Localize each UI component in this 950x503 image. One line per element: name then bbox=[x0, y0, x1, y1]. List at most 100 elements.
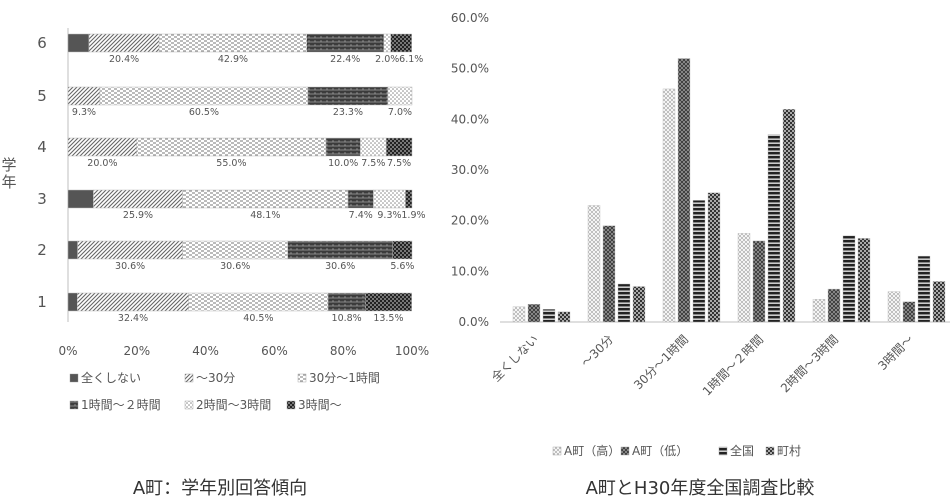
right-y-tick-label: 10.0% bbox=[451, 264, 489, 278]
right-legend-label: A町（低） bbox=[632, 444, 688, 458]
left-legend-label: 〜30分 bbox=[196, 371, 235, 385]
left-data-label: 48.1% bbox=[250, 210, 280, 221]
left-chart-title: A町：学年別回答傾向 bbox=[133, 478, 307, 499]
left-y-tick-label: 2 bbox=[37, 241, 47, 259]
left-data-label: 7.5% bbox=[361, 158, 385, 169]
left-bar-segment bbox=[77, 292, 189, 312]
right-chart-title: A町とH30年度全国調査比較 bbox=[586, 478, 815, 499]
left-data-label: 9.3% bbox=[377, 210, 401, 221]
right-y-tick-label: 30.0% bbox=[451, 163, 489, 177]
left-legend-swatch bbox=[69, 400, 79, 410]
right-x-tick-label: 3時間〜 bbox=[875, 332, 916, 373]
left-legend-swatch bbox=[69, 373, 79, 383]
left-data-label: 1.9% bbox=[401, 210, 425, 221]
left-data-label: 7.5% bbox=[387, 158, 411, 169]
right-y-tick-label: 60.0% bbox=[451, 11, 489, 25]
left-data-label: 60.5% bbox=[189, 107, 219, 118]
left-data-label: 6.1% bbox=[399, 54, 423, 65]
left-y-tick-label: 5 bbox=[37, 87, 47, 105]
right-x-tick-label: 〜30分 bbox=[578, 332, 616, 370]
left-bar-segment bbox=[67, 189, 94, 209]
left-bar-segment bbox=[392, 240, 413, 260]
right-bar bbox=[632, 286, 646, 323]
right-x-tick-label: 2時間〜3時間 bbox=[778, 332, 841, 395]
right-bar bbox=[692, 200, 706, 323]
left-bar-segment bbox=[325, 137, 361, 157]
right-y-tick-label: 50.0% bbox=[451, 62, 489, 76]
left-legend-swatch bbox=[184, 373, 194, 383]
right-y-tick-label: 40.0% bbox=[451, 112, 489, 126]
left-data-label: 2.0% bbox=[375, 54, 399, 65]
left-bar-segment bbox=[136, 137, 327, 157]
left-legend-label: 2時間〜3時間 bbox=[196, 398, 271, 412]
left-data-label: 30.6% bbox=[115, 261, 145, 272]
left-data-label: 23.3% bbox=[333, 107, 363, 118]
left-bar-segment bbox=[67, 292, 78, 312]
right-bar bbox=[932, 281, 946, 323]
left-data-label: 22.4% bbox=[330, 54, 360, 65]
right-bar bbox=[917, 255, 931, 323]
left-data-label: 13.5% bbox=[373, 313, 403, 324]
right-legend-label: A町（高） bbox=[564, 443, 620, 458]
right-bar bbox=[587, 205, 601, 323]
right-bar bbox=[902, 301, 916, 323]
right-y-tick-label: 0.0% bbox=[459, 315, 490, 329]
right-bar bbox=[662, 88, 676, 323]
left-x-tick-label: 100% bbox=[395, 344, 429, 358]
left-legend-label: 全くしない bbox=[81, 370, 141, 385]
left-bar-segment bbox=[383, 33, 391, 53]
left-bar-segment bbox=[364, 292, 412, 312]
right-bar bbox=[857, 238, 871, 323]
left-bar-segment bbox=[77, 240, 183, 260]
right-legend-label: 町村 bbox=[777, 444, 801, 458]
left-bar-segment bbox=[99, 86, 309, 106]
left-bar-segment bbox=[158, 33, 307, 53]
left-data-label: 32.4% bbox=[118, 313, 148, 324]
left-legend-label: 30分〜1時間 bbox=[309, 371, 380, 385]
left-bar-segment bbox=[385, 137, 413, 157]
left-y-tick-label: 1 bbox=[37, 293, 47, 311]
right-x-tick-label: 30分〜1時間 bbox=[631, 332, 691, 392]
right-bar bbox=[812, 299, 826, 323]
left-x-tick-label: 60% bbox=[261, 344, 288, 358]
right-bar bbox=[887, 291, 901, 323]
right-bar bbox=[542, 309, 556, 323]
right-x-tick-label: 全くしない bbox=[488, 332, 541, 385]
left-data-label: 20.4% bbox=[109, 54, 139, 65]
left-data-label: 30.6% bbox=[220, 261, 250, 272]
left-x-tick-label: 40% bbox=[192, 344, 219, 358]
right-legend-swatch bbox=[765, 446, 775, 456]
left-bar-segment bbox=[387, 86, 413, 106]
right-bar bbox=[842, 235, 856, 323]
left-data-label: 30.6% bbox=[325, 261, 355, 272]
right-bar bbox=[527, 304, 541, 323]
left-y-tick-label: 3 bbox=[37, 190, 47, 208]
left-data-label: 7.0% bbox=[388, 107, 412, 118]
right-bar bbox=[767, 134, 781, 323]
left-bar-segment bbox=[405, 189, 413, 209]
left-bar-segment bbox=[67, 240, 78, 260]
right-bar bbox=[557, 311, 571, 323]
left-data-label: 40.5% bbox=[243, 313, 273, 324]
left-data-label: 5.6% bbox=[390, 261, 414, 272]
right-legend-swatch bbox=[552, 446, 562, 456]
right-bar bbox=[677, 58, 691, 323]
left-data-label: 42.9% bbox=[218, 54, 248, 65]
left-legend-label: 1時間〜２時間 bbox=[81, 398, 161, 412]
left-bar-segment bbox=[182, 240, 288, 260]
right-bar bbox=[617, 283, 631, 323]
left-data-label: 20.0% bbox=[87, 158, 117, 169]
right-bar bbox=[752, 240, 766, 323]
left-data-label: 9.3% bbox=[72, 107, 96, 118]
left-bar-segment bbox=[182, 189, 349, 209]
right-bar bbox=[827, 288, 841, 323]
right-y-tick-label: 20.0% bbox=[451, 214, 489, 228]
left-bar-segment bbox=[347, 189, 374, 209]
right-grouped-chart: 0.0% 10.0% 20.0% 30.0% 40.0% 50.0% 60.0% 全くしない〜… bbox=[451, 11, 950, 458]
right-bar bbox=[782, 108, 796, 323]
left-stacked-chart: 6 5 4 3 2 1 学年 0% 20% 40% 60% 80% 100% 20.4% 42.9% 22.4… bbox=[1, 28, 429, 412]
left-bar-segment bbox=[307, 86, 389, 106]
right-legend-label: 全国 bbox=[730, 443, 754, 458]
left-x-tick-label: 80% bbox=[330, 344, 357, 358]
